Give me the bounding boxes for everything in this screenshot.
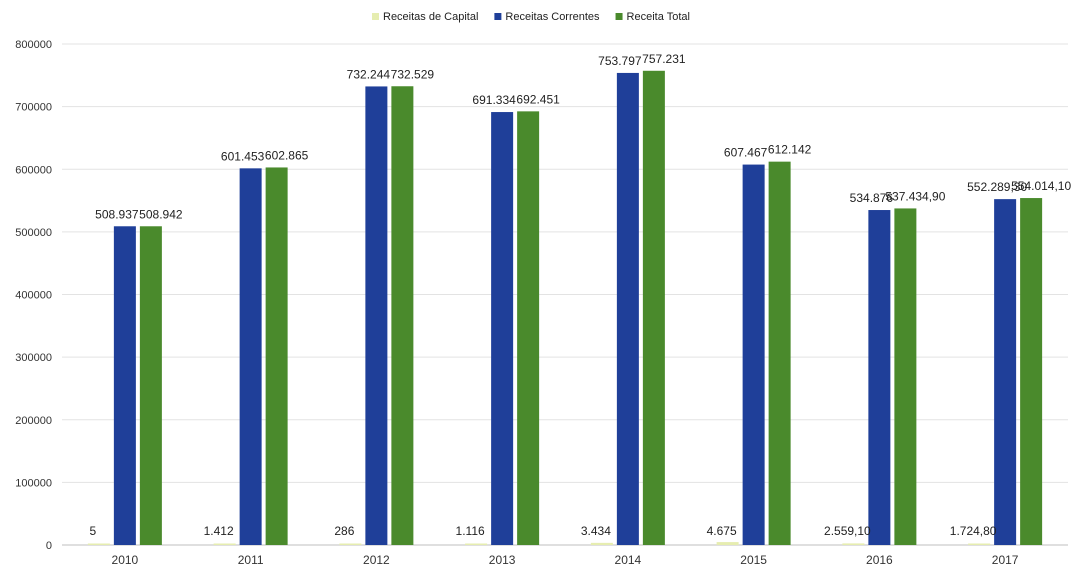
data-label: 286 xyxy=(334,524,354,538)
x-tick-label: 2011 xyxy=(238,553,264,566)
data-label: 1.412 xyxy=(204,524,234,538)
bar-receitas-de-capital xyxy=(716,542,739,545)
data-label: 4.675 xyxy=(707,524,737,538)
data-label: 732.529 xyxy=(391,67,435,81)
data-label: 508.937 xyxy=(95,207,139,221)
data-label: 2.559,10 xyxy=(824,524,871,538)
bar-receitas-correntes xyxy=(365,86,388,546)
data-labels: 5 508.937 508.942 1.412 601.453 602.865 286 732… xyxy=(90,52,1072,538)
x-tick-label: 2015 xyxy=(740,553,767,566)
data-label: 552.289,30 xyxy=(967,180,1027,194)
bar-receita-total xyxy=(1020,198,1043,545)
data-label: 607.467 xyxy=(724,146,768,160)
data-label: 5 xyxy=(90,524,97,538)
data-label: 1.116 xyxy=(456,524,485,538)
data-label: 602.865 xyxy=(265,148,309,162)
bar-receitas-correntes xyxy=(742,164,765,545)
bar-receita-total xyxy=(894,208,917,545)
x-tick-label: 2012 xyxy=(363,553,390,566)
legend-label: Receita Total xyxy=(627,11,690,23)
bar-receitas-correntes xyxy=(491,112,514,545)
bar-receitas-de-capital xyxy=(213,543,236,545)
bar-receita-total xyxy=(768,161,791,546)
bar-receitas-correntes xyxy=(113,226,136,545)
data-label: 3.434 xyxy=(581,524,611,538)
data-label: 692.451 xyxy=(516,92,560,106)
bar-receitas-de-capital xyxy=(968,543,991,545)
data-label: 1.724,80 xyxy=(950,524,997,538)
data-label: 508.942 xyxy=(139,207,183,221)
x-tick-label: 2013 xyxy=(489,553,516,566)
data-label: 757.231 xyxy=(642,52,686,66)
data-label: 554.014,10 xyxy=(1011,179,1071,193)
data-label: 753.797 xyxy=(598,54,642,68)
bar-receitas-de-capital xyxy=(87,543,110,545)
y-tick-label: 200000 xyxy=(15,415,52,427)
data-label: 537.434,90 xyxy=(885,189,945,203)
data-label: 612.142 xyxy=(768,143,812,157)
bar-receita-total xyxy=(139,226,162,545)
bar-receita-total xyxy=(265,167,288,545)
legend-swatch xyxy=(494,13,502,20)
bar-receitas-correntes xyxy=(868,210,891,545)
bar-receitas-correntes xyxy=(994,199,1017,545)
y-tick-label: 400000 xyxy=(15,290,52,302)
bar-receitas-de-capital xyxy=(465,543,488,545)
legend-swatch xyxy=(615,13,623,20)
y-tick-label: 0 xyxy=(46,540,52,552)
data-label: 732.244 xyxy=(347,67,391,81)
y-tick-label: 500000 xyxy=(15,227,52,239)
bar-receita-total xyxy=(391,86,414,545)
bar-receitas-correntes xyxy=(239,168,262,545)
y-tick-label: 300000 xyxy=(15,352,52,364)
data-label: 601.453 xyxy=(221,149,265,163)
legend-swatch xyxy=(372,13,379,20)
data-label: 534.876 xyxy=(850,191,894,205)
legend: Receitas de Capital Receitas Correntes Rec… xyxy=(372,11,690,23)
legend-label: Receitas Correntes xyxy=(505,11,600,23)
x-axis: 2010 2011 2012 2013 2014 2015 2016 2017 xyxy=(112,553,1019,566)
legend-label: Receitas de Capital xyxy=(383,11,478,23)
x-tick-label: 2016 xyxy=(866,553,893,566)
grid-lines xyxy=(62,43,1068,546)
data-label: 691.334 xyxy=(472,93,516,107)
y-tick-label: 100000 xyxy=(15,477,52,489)
bars xyxy=(87,70,1043,546)
bar-receita-total xyxy=(517,111,540,545)
x-tick-label: 2014 xyxy=(615,553,642,566)
y-axis: 0 100000 200000 300000 400000 500000 600000 700… xyxy=(15,39,52,552)
x-tick-label: 2017 xyxy=(992,553,1019,566)
y-tick-label: 600000 xyxy=(15,164,52,176)
bar-receitas-de-capital xyxy=(590,542,613,545)
y-tick-label: 700000 xyxy=(15,102,52,114)
y-tick-label: 800000 xyxy=(15,39,52,51)
bar-receitas-correntes xyxy=(616,72,639,545)
bar-receita-total xyxy=(642,70,665,545)
x-tick-label: 2010 xyxy=(112,553,139,566)
bar-receitas-de-capital xyxy=(339,543,362,545)
bar-receitas-de-capital xyxy=(842,543,865,545)
